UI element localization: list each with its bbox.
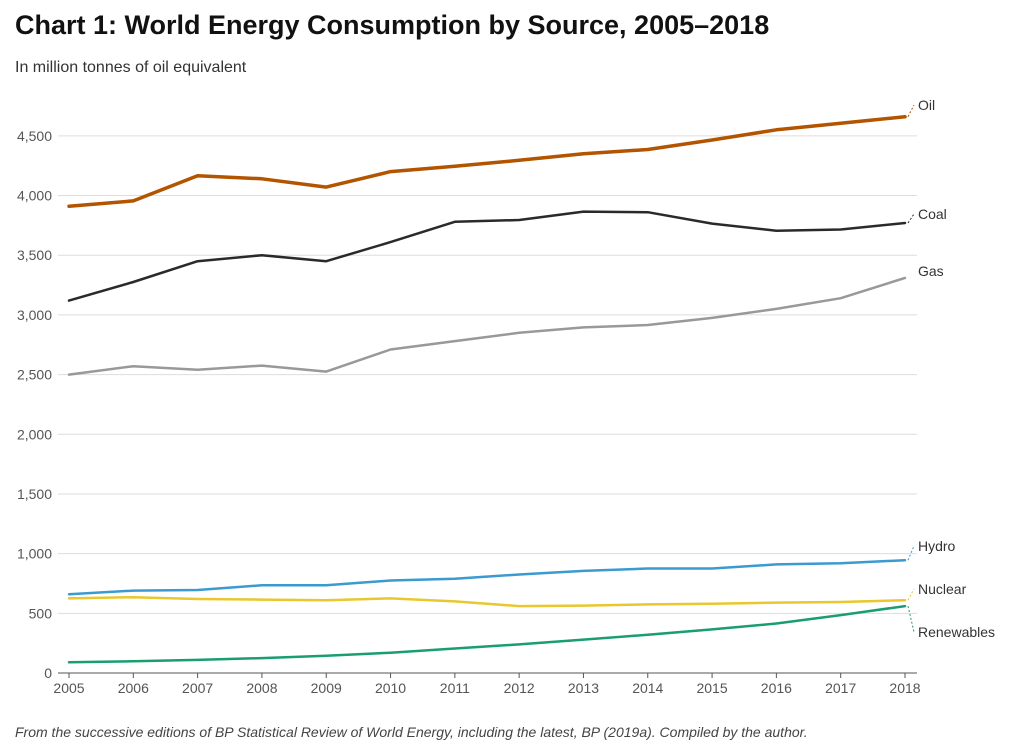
series-label-oil: Oil xyxy=(918,97,935,113)
x-tick-label: 2012 xyxy=(504,680,535,696)
series-label-gas: Gas xyxy=(918,263,944,279)
x-tick-label: 2015 xyxy=(696,680,727,696)
series-label-nuclear: Nuclear xyxy=(918,581,967,597)
series-line-nuclear xyxy=(67,595,907,608)
x-axis-ticks: 2005 2006 2007 2008 2009 2010 2011 2012 2013 2014… xyxy=(53,673,921,696)
y-axis-ticks: 0 500 1,000 1,500 2,000 2,500 3,000 3,500 4,000 4… xyxy=(17,128,52,681)
x-tick-label: 2017 xyxy=(825,680,856,696)
x-tick-label: 2013 xyxy=(568,680,599,696)
y-tick-label: 1,500 xyxy=(17,486,52,502)
label-connector-nuclear xyxy=(907,588,915,601)
series-line-renewables xyxy=(67,604,907,664)
y-tick-label: 3,000 xyxy=(17,307,52,323)
label-connector-oil xyxy=(907,104,915,117)
y-tick-label: 4,000 xyxy=(17,188,52,204)
series-line-gas xyxy=(67,276,907,376)
series-label-renewables: Renewables xyxy=(918,624,995,640)
series-line-coal xyxy=(67,210,907,302)
y-tick-label: 3,500 xyxy=(17,247,52,263)
y-tick-label: 4,500 xyxy=(17,128,52,144)
series-labels: Oil Coal Gas Hydro Nuclear Renewables xyxy=(907,97,995,640)
x-tick-label: 2005 xyxy=(53,680,84,696)
series-line-oil xyxy=(67,114,907,208)
chart-title: Chart 1: World Energy Consumption by Sou… xyxy=(15,10,770,40)
x-tick-label: 2010 xyxy=(375,680,406,696)
label-connector-renewables xyxy=(907,606,915,633)
label-connector-coal xyxy=(907,213,915,224)
y-tick-label: 2,000 xyxy=(17,426,52,442)
x-tick-label: 2011 xyxy=(440,680,470,696)
series-lines xyxy=(67,114,907,664)
y-tick-label: 1,000 xyxy=(17,546,52,562)
source-note: From the successive editions of BP Stati… xyxy=(15,724,808,740)
series-line-hydro xyxy=(67,558,907,596)
x-tick-label: 2008 xyxy=(246,680,277,696)
label-connector-hydro xyxy=(907,545,915,561)
x-tick-label: 2014 xyxy=(632,680,663,696)
y-tick-label: 0 xyxy=(44,665,52,681)
x-tick-label: 2009 xyxy=(311,680,342,696)
x-tick-label: 2007 xyxy=(182,680,213,696)
y-tick-label: 500 xyxy=(29,605,53,621)
series-label-hydro: Hydro xyxy=(918,538,956,554)
series-label-coal: Coal xyxy=(918,206,947,222)
grid-lines xyxy=(58,135,917,674)
x-tick-label: 2016 xyxy=(761,680,792,696)
x-tick-label: 2006 xyxy=(118,680,149,696)
chart-subtitle: In million tonnes of oil equivalent xyxy=(15,59,247,76)
x-tick-label: 2018 xyxy=(889,680,920,696)
y-tick-label: 2,500 xyxy=(17,367,52,383)
